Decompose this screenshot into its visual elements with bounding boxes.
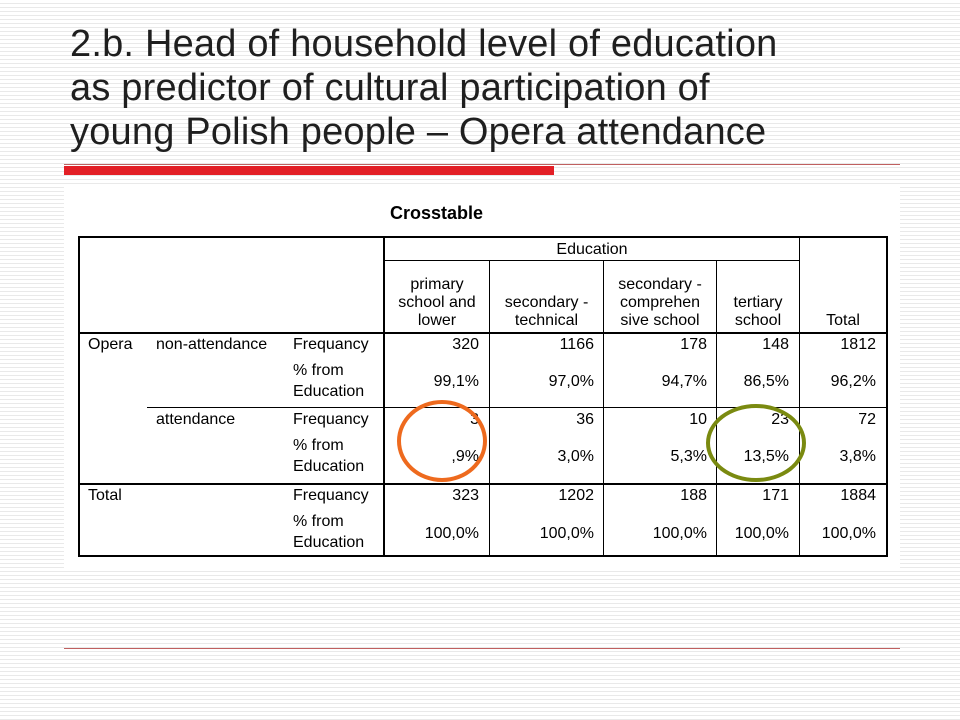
column-header: tertiary school [717, 262, 799, 332]
statistic-label-line: Education [293, 458, 365, 475]
table-border-top [78, 236, 888, 238]
statistic-label: Frequancy [293, 336, 369, 353]
statistic-label-line: % from [293, 437, 344, 454]
group-divider [147, 407, 887, 408]
highlight-circle-orange [397, 400, 487, 482]
column-header: Total [800, 262, 886, 332]
accent-bar [64, 166, 554, 175]
footer-divider [64, 648, 900, 649]
statistic-label: % from Education [293, 362, 383, 401]
percent-cell: 94,7% [661, 373, 707, 390]
col-divider [489, 261, 490, 557]
statistic-label: % from Education [293, 437, 383, 476]
row-variable-label: Opera [88, 336, 133, 353]
percent-cell: 3,0% [557, 448, 594, 465]
column-header-line: secondary - [504, 294, 589, 311]
group-label: attendance [156, 411, 236, 428]
total-row-divider [78, 483, 888, 485]
statistic-label-line: % from [293, 362, 344, 379]
title-divider [64, 164, 900, 165]
education-underline [384, 260, 799, 261]
frequency-cell: 323 [452, 487, 479, 504]
statistic-label: Frequancy [293, 487, 369, 504]
highlight-circle-olive [706, 404, 806, 482]
percent-cell: 100,0% [652, 525, 707, 542]
column-header: secondary - comprehen sive school [604, 262, 716, 332]
crosstab-title: Crosstable [390, 203, 484, 223]
statistic-label-line: % from [293, 513, 344, 530]
column-header-line: secondary - [618, 276, 702, 293]
stub-divider [383, 236, 385, 557]
table-border-bottom [78, 555, 888, 557]
frequency-cell: 1166 [559, 336, 594, 353]
col-divider [799, 237, 800, 557]
title-line: as predictor of cultural participation o… [70, 67, 710, 109]
frequency-cell: 10 [689, 411, 707, 428]
group-label: non-attendance [156, 336, 268, 353]
frequency-cell: 1884 [840, 487, 876, 504]
column-header: secondary - technical [490, 262, 603, 332]
col-divider [603, 261, 604, 557]
frequency-cell: 36 [576, 411, 594, 428]
statistic-label-line: Education [293, 534, 365, 551]
title-line: 2.b. Head of household level of educatio… [70, 23, 778, 65]
frequency-cell: 188 [680, 487, 707, 504]
column-header-line: sive school [620, 312, 700, 329]
percent-cell: 99,1% [433, 373, 479, 390]
education-header: Education [556, 241, 628, 258]
frequency-cell: 178 [680, 336, 707, 353]
slide-title: 2.b. Head of household level of educatio… [70, 22, 920, 154]
column-header-line: tertiary [733, 294, 783, 311]
percent-cell: 3,8% [839, 448, 876, 465]
column-header-line: technical [514, 312, 579, 329]
column-header-line: Total [826, 312, 860, 329]
col-divider [716, 261, 717, 557]
column-header-line: lower [417, 312, 457, 329]
percent-cell: 100,0% [821, 525, 876, 542]
title-line: young Polish people – Opera attendance [70, 111, 767, 153]
frequency-cell: 1202 [558, 487, 594, 504]
header-divider [78, 332, 888, 334]
statistic-label-line: Education [293, 383, 365, 400]
statistic-label: % from Education [293, 513, 383, 552]
table-border-left [78, 236, 80, 557]
percent-cell: 96,2% [830, 373, 876, 390]
frequency-cell: 171 [762, 487, 789, 504]
percent-cell: 100,0% [734, 525, 789, 542]
percent-cell: 100,0% [424, 525, 479, 542]
frequency-cell: 1812 [840, 336, 876, 353]
percent-cell: 97,0% [548, 373, 594, 390]
frequency-cell: 72 [858, 411, 876, 428]
column-header-line: school [734, 312, 782, 329]
statistic-label: Frequancy [293, 411, 369, 428]
percent-cell: 5,3% [670, 448, 707, 465]
percent-cell: 100,0% [539, 525, 594, 542]
table-border-right [886, 236, 888, 557]
column-header-line: primary [410, 276, 464, 293]
column-header-line: school and [398, 294, 476, 311]
frequency-cell: 148 [762, 336, 789, 353]
percent-cell: 86,5% [743, 373, 789, 390]
column-header: primary school and lower [385, 262, 489, 332]
total-row-label: Total [88, 487, 122, 504]
column-header-line: comprehen [619, 294, 701, 311]
table-panel [64, 186, 900, 570]
frequency-cell: 320 [452, 336, 479, 353]
